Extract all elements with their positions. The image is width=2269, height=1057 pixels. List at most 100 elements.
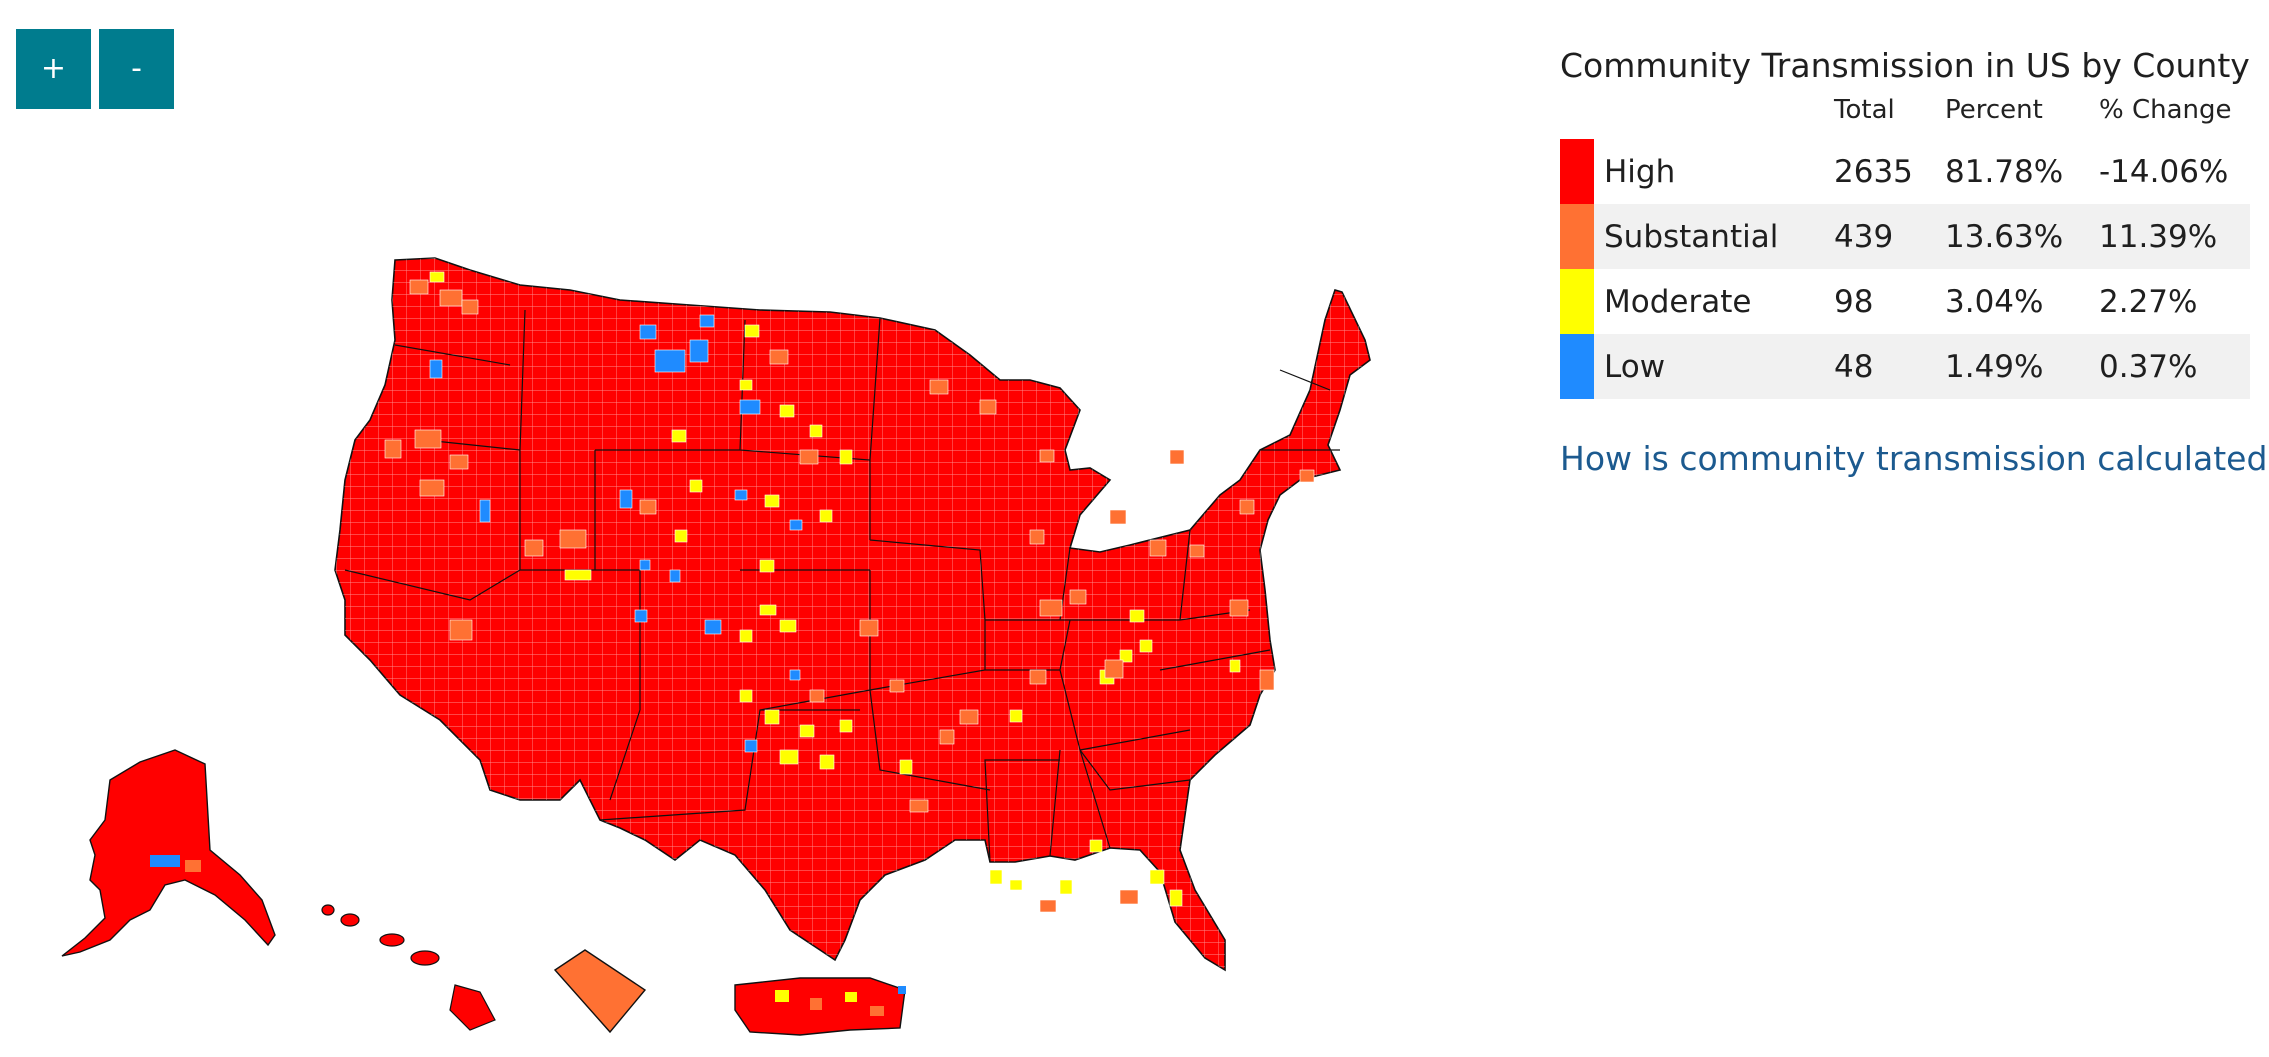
low-county-28 [789, 519, 803, 531]
substantial-county-7 [384, 439, 402, 459]
moderate-county-55 [1009, 879, 1023, 891]
percent-value: 81.78% [1945, 153, 2064, 190]
low-county-22 [619, 489, 633, 509]
substantial-county-20 [799, 449, 819, 465]
alaska-region[interactable] [61, 749, 276, 957]
low-county-10 [654, 349, 686, 373]
how-calculated-link[interactable]: How is community transmission calculated… [1560, 439, 2269, 478]
pr-substantial-county-1 [810, 998, 822, 1010]
hawaii-oahu[interactable] [340, 913, 360, 927]
substantial-county-83 [979, 399, 997, 415]
hawaii-kauai[interactable] [321, 904, 335, 916]
zoom-in-button[interactable]: + [16, 29, 91, 109]
substantial-county-37 [449, 619, 473, 641]
moderate-county-27 [764, 494, 780, 508]
substantial-county-61 [1119, 889, 1139, 905]
substantial-county-82 [929, 379, 949, 395]
legend-header-row: Total Percent % Change [1560, 95, 2250, 139]
hawaii-big-island[interactable] [449, 984, 496, 1031]
header-percent: Percent [1945, 95, 2043, 125]
substantial-county-84 [1039, 449, 1055, 463]
low-county-35 [669, 569, 681, 583]
county-map[interactable] [0, 150, 1520, 1050]
low-county-51 [744, 739, 758, 753]
legend-row-moderate[interactable]: Moderate 98 3.04% 2.27% [1560, 269, 2250, 334]
change-value: 11.39% [2099, 204, 2250, 269]
moderate-county-59 [1149, 869, 1165, 885]
substantial-county-62 [959, 709, 979, 725]
moderate-county-41 [739, 629, 753, 643]
moderate-county-18 [809, 424, 823, 438]
zoom-out-button[interactable]: - [99, 29, 174, 109]
substantial-county-86 [859, 619, 879, 637]
moderate-county-19 [839, 449, 853, 465]
low-county-8 [429, 359, 443, 379]
moderate-swatch [1560, 269, 1594, 334]
low-county-39 [704, 619, 722, 635]
level-label: Substantial [1594, 204, 1834, 269]
low-county-9 [639, 324, 657, 340]
low-swatch [1560, 334, 1594, 399]
substantial-county-57 [1039, 899, 1057, 913]
substantial-county-67 [1069, 589, 1087, 605]
low-county-38 [634, 609, 648, 623]
substantial-county-78 [1189, 544, 1205, 558]
moderate-county-45 [764, 709, 780, 725]
substantial-county-63 [939, 729, 955, 745]
moderate-county-44 [739, 689, 753, 703]
pr-moderate-county-1 [775, 990, 789, 1002]
substantial-county-2 [439, 289, 463, 307]
transmission-legend: Community Transmission in US by County T… [1560, 46, 2269, 478]
contiguous-us-region[interactable] [334, 257, 1371, 972]
alaska-shape[interactable] [61, 749, 276, 957]
moderate-county-1 [429, 271, 445, 283]
substantial-county-87 [889, 679, 905, 693]
moderate-county-74 [1229, 659, 1241, 673]
substantial-county-81 [1169, 449, 1185, 465]
substantial-county-0 [409, 279, 429, 295]
washington-dc-shape[interactable] [553, 949, 647, 1034]
moderate-county-68 [1119, 649, 1133, 663]
legend-row-substantial[interactable]: Substantial 439 13.63% 11.39% [1560, 204, 2250, 269]
total-value: 98 [1834, 283, 1874, 320]
substantial-county-66 [1039, 599, 1063, 617]
low-county-16 [739, 399, 761, 415]
contiguous-us-shape[interactable] [334, 257, 1371, 972]
substantial-county-77 [1149, 539, 1167, 557]
state-boundaries [344, 309, 1340, 863]
alaska-low-county [150, 855, 180, 867]
substantial-county-14 [769, 349, 789, 365]
legend-row-low[interactable]: Low 48 1.49% 0.37% [1560, 334, 2250, 399]
total-value: 439 [1834, 204, 1945, 269]
moderate-county-60 [1169, 889, 1183, 907]
hawaii-maui[interactable] [379, 933, 405, 947]
moderate-county-46 [799, 724, 815, 738]
moderate-county-65 [1009, 709, 1023, 723]
substantial-county-76 [1109, 509, 1127, 525]
low-county-12 [699, 314, 715, 328]
hawaii-region[interactable] [321, 904, 496, 1031]
total-value: 2635 [1834, 153, 1913, 190]
substantial-county-23 [639, 499, 657, 515]
change-value: 2.27% [2099, 283, 2198, 320]
substantial-county-30 [559, 529, 587, 549]
alaska-substantial-county [185, 860, 201, 872]
moderate-county-25 [689, 479, 703, 493]
substantial-county-4 [414, 429, 442, 449]
substantial-county-72 [1104, 659, 1124, 679]
total-value: 48 [1834, 334, 1945, 399]
low-county-34 [639, 559, 651, 571]
percent-value: 1.49% [1945, 334, 2099, 399]
legend-row-high[interactable]: High 2635 81.78% -14.06% [1560, 139, 2250, 204]
puerto-rico-region[interactable] [734, 977, 906, 1036]
substantial-county-80 [1299, 469, 1315, 483]
substantial-county-5 [449, 454, 469, 470]
percent-value: 13.63% [1945, 204, 2099, 269]
legend-table: Total Percent % Change High 2635 81.78% … [1560, 95, 2250, 399]
low-county-24 [479, 499, 491, 523]
moderate-county-58 [1089, 839, 1103, 853]
county-highlights [384, 271, 1315, 913]
hawaii-molokai[interactable] [410, 950, 440, 966]
high-swatch [1560, 139, 1594, 204]
moderate-county-17 [779, 404, 795, 418]
